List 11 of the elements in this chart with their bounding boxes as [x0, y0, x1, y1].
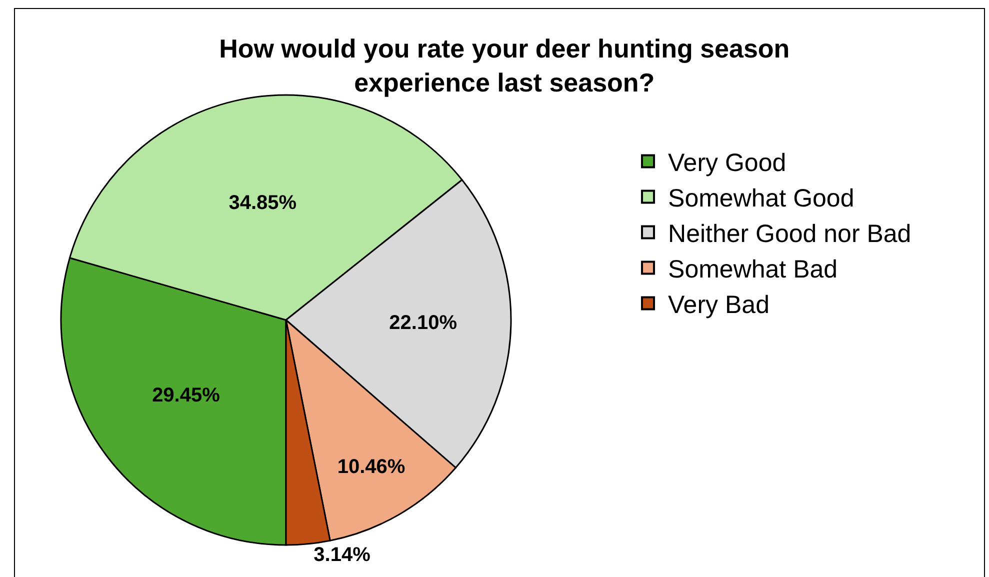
legend-label: Somewhat Bad: [668, 255, 838, 284]
data-label: 3.14%: [314, 544, 371, 566]
data-label: 34.85%: [228, 192, 297, 214]
data-label: 10.46%: [337, 456, 406, 478]
data-label: 22.10%: [389, 312, 458, 334]
legend-label: Very Bad: [668, 290, 770, 319]
legend-label: Very Good: [668, 148, 786, 177]
chart-title: How would you rate your deer hunting season experience last season?: [219, 34, 790, 98]
legend-label: Somewhat Good: [668, 184, 854, 212]
legend-label: Neither Good nor Bad: [668, 220, 912, 248]
data-label: 29.45%: [152, 384, 220, 406]
